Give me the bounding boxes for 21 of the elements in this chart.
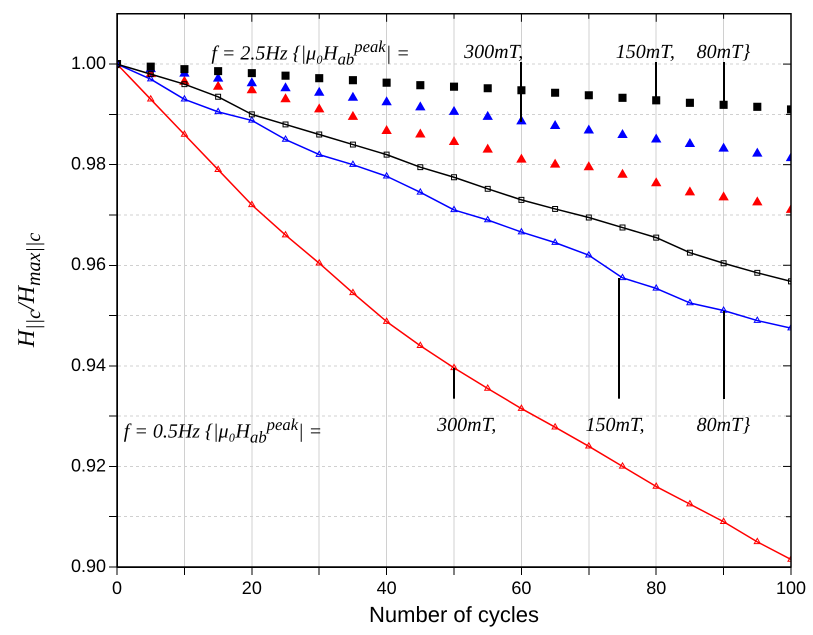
x-axis-title: Number of cycles bbox=[369, 602, 539, 627]
annotation: 300mT, bbox=[437, 414, 496, 436]
y-tick-label: 0.94 bbox=[70, 354, 106, 375]
x-tick-label: 40 bbox=[376, 578, 397, 598]
y-tick-label: 0.96 bbox=[70, 254, 106, 274]
x-tick-label: 20 bbox=[242, 578, 262, 598]
y-tick-label: 0.90 bbox=[70, 556, 106, 576]
y-tick-label: 1.00 bbox=[70, 53, 106, 74]
x-tick-label: 60 bbox=[511, 578, 532, 598]
x-tick-label: 0 bbox=[112, 578, 122, 598]
annotation: 300mT, bbox=[464, 41, 524, 64]
annotation: 150mT, bbox=[585, 414, 645, 436]
annotation: 80mT} bbox=[696, 414, 750, 436]
x-tick-label: 100 bbox=[776, 578, 806, 598]
x-tick-label: 80 bbox=[646, 578, 666, 598]
annotation: 150mT, bbox=[616, 41, 675, 64]
y-tick-label: 0.92 bbox=[70, 455, 106, 476]
annotation: f = 0.5Hz {|μ₀H$_{ab}$$^{peak}$| = bbox=[124, 414, 322, 448]
annotation: f = 2.5Hz {|μ₀H$_{ab}$$^{peak}$| = bbox=[211, 36, 410, 72]
annotation: 80mT} bbox=[696, 41, 750, 64]
y-tick-label: 0.98 bbox=[70, 154, 106, 174]
